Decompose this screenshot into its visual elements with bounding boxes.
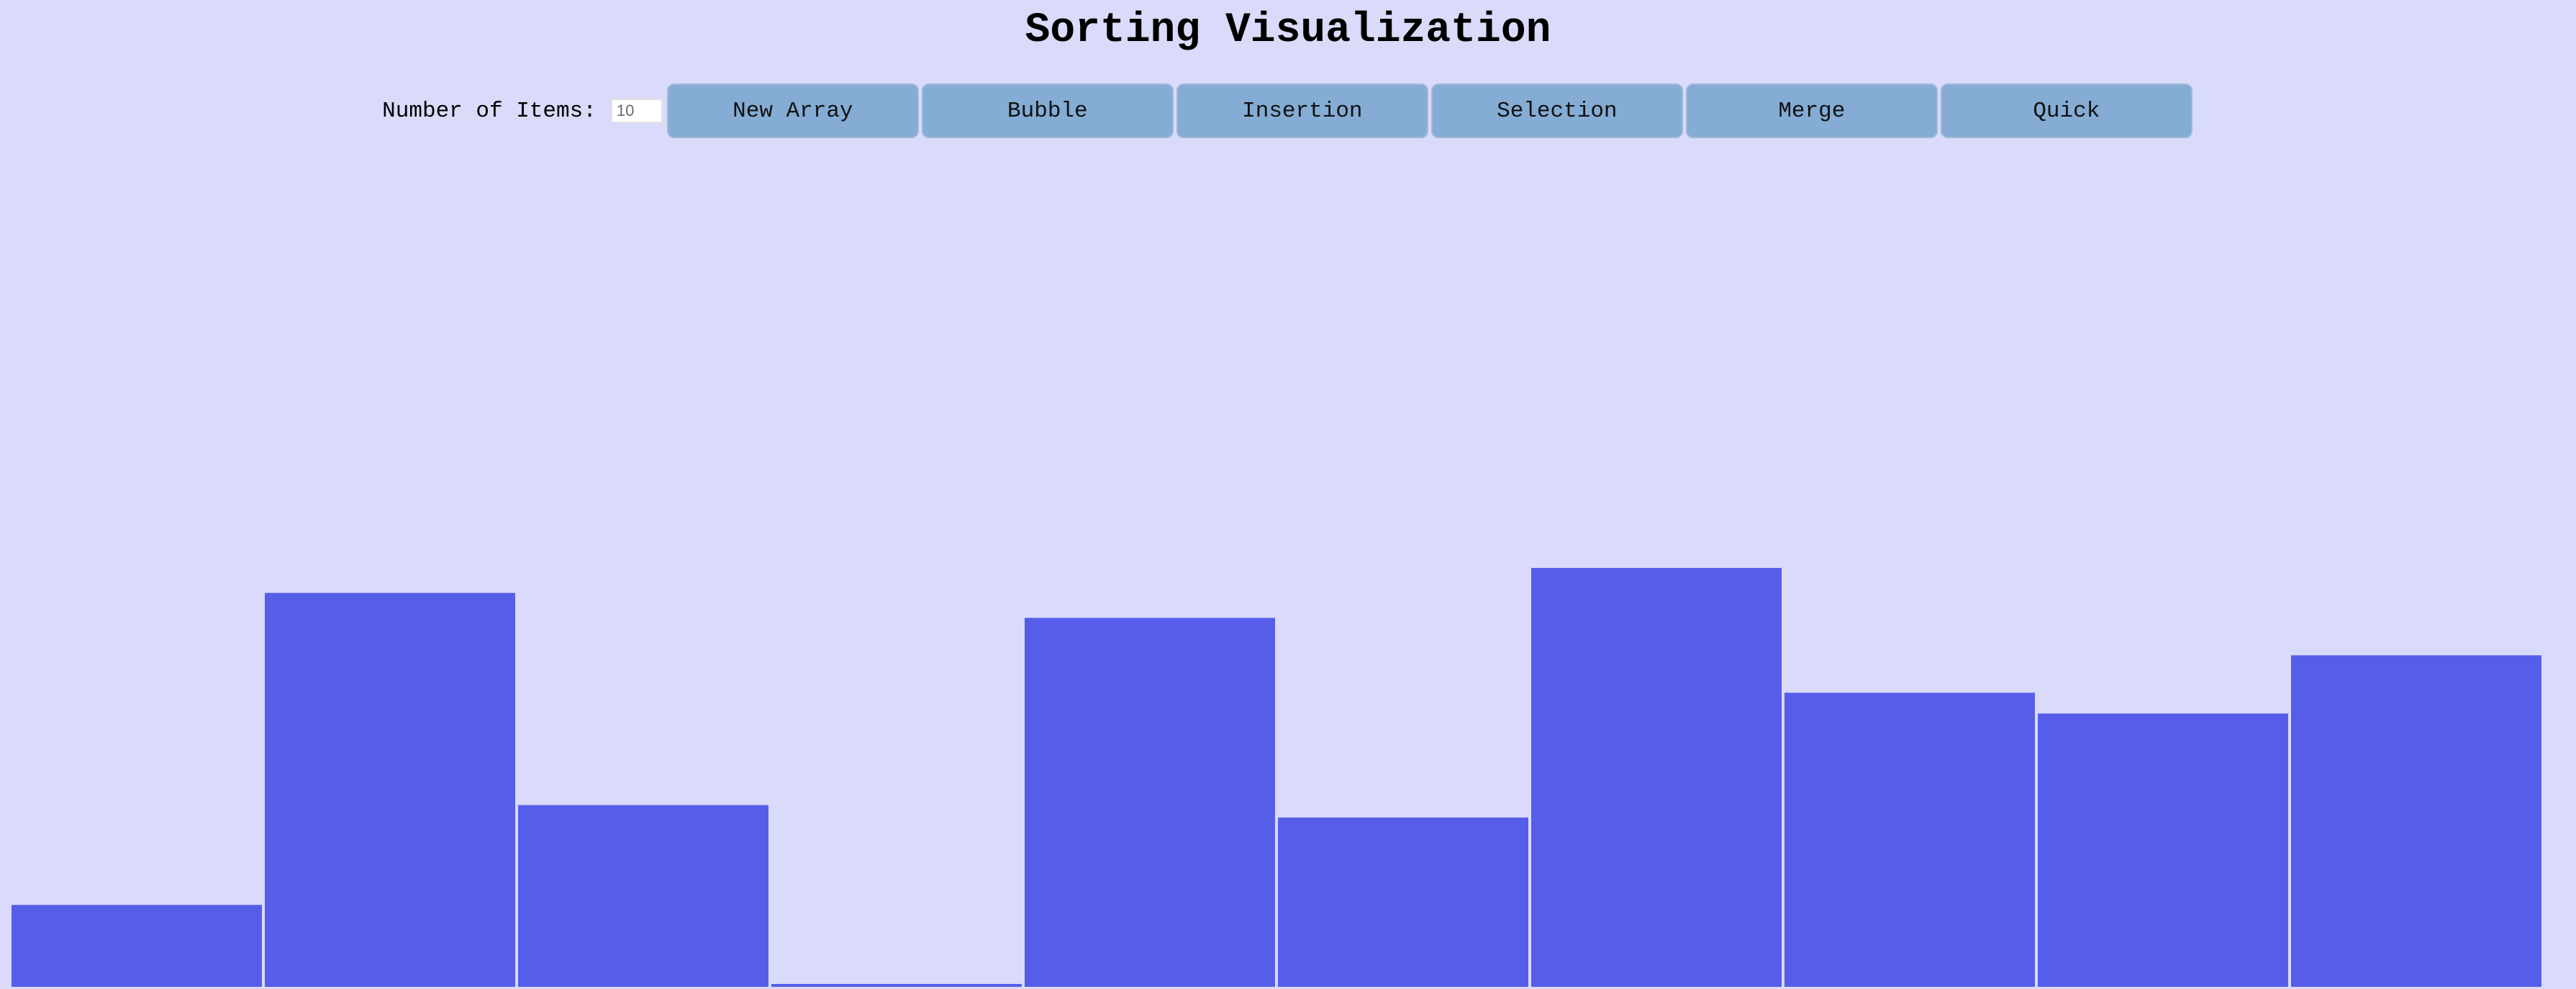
array-bar-5 [1025, 618, 1275, 987]
array-bar-8 [1784, 692, 2035, 987]
number-of-items-label: Number of Items: [382, 98, 597, 124]
array-bar-6 [1278, 817, 1528, 987]
page-title: Sorting Visualization [1025, 7, 1551, 54]
bubble-sort-button[interactable]: Bubble [921, 83, 1174, 138]
new-array-button[interactable]: New Array [666, 83, 919, 138]
merge-sort-button[interactable]: Merge [1685, 83, 1938, 138]
array-bar-4 [771, 984, 1022, 987]
array-bar-2 [265, 592, 515, 987]
array-bar-3 [518, 805, 768, 987]
number-of-items-input[interactable] [610, 99, 663, 123]
insertion-sort-button[interactable]: Insertion [1176, 83, 1428, 138]
quick-sort-button[interactable]: Quick [1940, 83, 2192, 138]
controls-toolbar: Number of Items: New Array Bubble Insert… [0, 83, 2576, 138]
array-bar-1 [12, 905, 262, 987]
array-bar-9 [2038, 713, 2288, 987]
array-bar-10 [2291, 655, 2541, 987]
selection-sort-button[interactable]: Selection [1430, 83, 1683, 138]
array-bar-7 [1531, 568, 1782, 987]
